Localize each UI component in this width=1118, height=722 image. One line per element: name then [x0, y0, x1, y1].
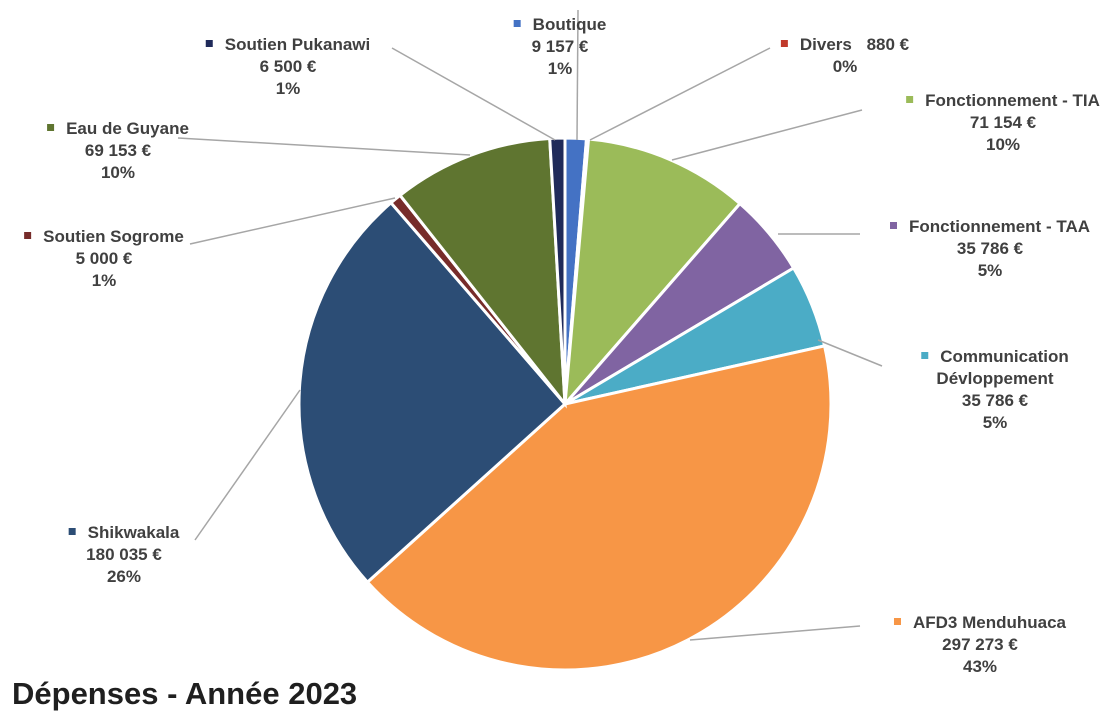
slice-name: Fonctionnement - TAA	[909, 217, 1090, 236]
pie-slice-10	[548, 136, 567, 405]
slice-name: Soutien Sogrome	[43, 227, 184, 246]
slice-percent: 1%	[91, 271, 117, 290]
data-label-10: Soutien Pukanawi 6 500 € 1%	[205, 34, 371, 100]
pie-slice-3	[563, 137, 743, 409]
pie-slice-7	[297, 200, 568, 585]
pie-slice-9	[397, 136, 567, 409]
slice-name: Fonctionnement - TIA	[925, 91, 1100, 110]
slice-name: Divers	[799, 35, 852, 54]
data-label-3: Fonctionnement - TIA 71 154 € 10%	[906, 90, 1100, 156]
legend-marker-icon	[906, 96, 914, 104]
data-label-8: Soutien Sogrome 5 000 € 1%	[24, 226, 184, 292]
slice-value: 9 157 €	[531, 37, 589, 56]
leader-line-6	[689, 625, 861, 641]
slice-name: AFD3 Menduhuaca	[912, 613, 1067, 632]
slice-percent: 26%	[106, 567, 142, 586]
slice-name: Shikwakala	[87, 523, 180, 542]
legend-marker-icon	[890, 222, 897, 230]
data-label-4: Fonctionnement - TAA 35 786 € 5%	[890, 216, 1090, 282]
slice-value: 69 153 €	[84, 141, 152, 160]
chart-title: Dépenses - Année 2023	[12, 676, 358, 711]
leader-line-5	[817, 339, 883, 367]
leader-line-2	[589, 47, 771, 141]
legend-marker-icon	[513, 20, 521, 28]
slice-percent: 43%	[962, 657, 998, 676]
slice-value: 297 273 €	[942, 635, 1018, 654]
slice-value: 5 000 €	[75, 249, 133, 268]
legend-marker-icon	[893, 618, 901, 626]
slice-name: Soutien Pukanawi	[224, 35, 371, 54]
slice-percent: 1%	[275, 79, 301, 98]
slice-percent: 0%	[832, 57, 858, 76]
slice-name: Communication	[940, 347, 1069, 366]
data-label-9: Eau de Guyane 69 153 € 10%	[47, 118, 189, 184]
data-label-1: Boutique 9 157 € 1%	[513, 14, 607, 80]
slice-name: Eau de Guyane	[66, 119, 189, 138]
legend-marker-icon	[47, 124, 55, 132]
leader-line-10	[391, 47, 556, 141]
slice-value: 180 035 €	[86, 545, 162, 564]
slice-value: 880 €	[861, 35, 910, 54]
slice-name: Boutique	[532, 15, 607, 34]
slice-value: 6 500 €	[259, 57, 317, 76]
slice-percent: 5%	[982, 413, 1008, 432]
slice-value: 35 786 €	[961, 391, 1029, 410]
slice-percent: 5%	[977, 261, 1003, 280]
legend-marker-icon	[205, 40, 213, 48]
data-label-5: Communication Dévloppement 35 786 € 5%	[921, 346, 1069, 434]
slice-name-cont: Dévloppement	[936, 369, 1054, 388]
leader-line-8	[189, 197, 396, 245]
slice-percent: 1%	[547, 59, 573, 78]
slice-value: 35 786 €	[956, 239, 1024, 258]
leader-line-7	[194, 389, 301, 541]
pie-slice-6	[365, 344, 833, 672]
data-label-2: Divers 880 €0%	[780, 34, 910, 78]
legend-marker-icon	[68, 528, 76, 536]
data-label-6: AFD3 Menduhuaca 297 273 € 43%	[893, 612, 1067, 678]
leader-line-1	[576, 9, 579, 141]
slice-percent: 10%	[985, 135, 1021, 154]
data-label-7: Shikwakala 180 035 € 26%	[68, 522, 180, 588]
legend-marker-icon	[24, 232, 32, 240]
slice-percent: 10%	[100, 163, 136, 182]
legend-marker-icon	[780, 40, 788, 48]
leader-lines	[177, 9, 883, 641]
slice-value: 71 154 €	[969, 113, 1037, 132]
pie-slices	[297, 136, 833, 672]
legend-marker-icon	[921, 352, 929, 360]
leader-line-9	[177, 137, 471, 156]
leader-line-3	[671, 109, 863, 161]
